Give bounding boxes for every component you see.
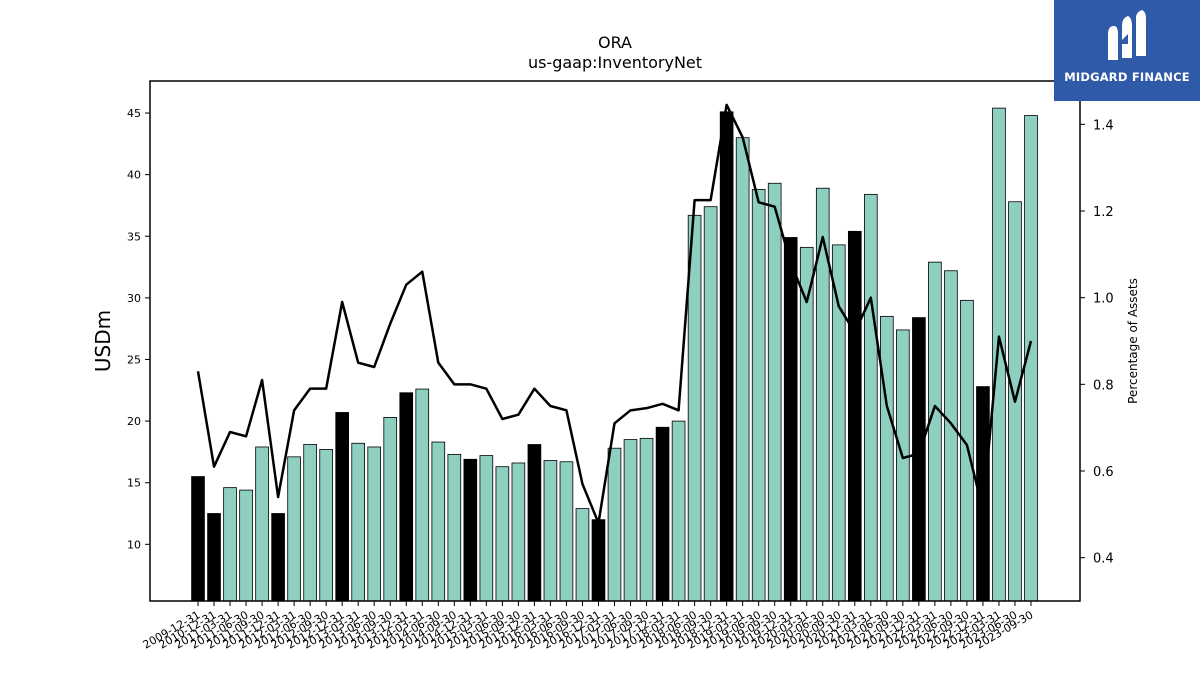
bar <box>351 442 365 602</box>
bar <box>367 446 382 602</box>
bar <box>479 455 494 602</box>
percentage-line <box>196 103 1033 525</box>
y2-tick-label: 1.0 <box>1093 292 1114 307</box>
bar <box>960 299 974 602</box>
bar <box>559 461 574 602</box>
bar <box>575 508 590 602</box>
bar <box>864 193 878 602</box>
bar <box>623 439 638 602</box>
logo-text: MIDGARD FINANCE <box>1064 70 1190 84</box>
logo-mark-icon <box>1108 10 1146 60</box>
bar <box>831 244 846 602</box>
y2-axis: 0.4 0.6 0.8 1.0 1.2 1.4 <box>1080 118 1114 567</box>
y-tick-label: 40 <box>127 169 141 182</box>
logo: MIDGARD FINANCE <box>1054 0 1200 101</box>
bar <box>671 420 686 602</box>
bar <box>847 230 862 602</box>
bar <box>655 426 670 602</box>
bar <box>399 392 414 602</box>
y2-tick-label: 0.8 <box>1093 378 1114 393</box>
bar <box>319 449 333 602</box>
bar <box>896 329 910 602</box>
bar-series <box>191 107 1038 602</box>
bar <box>239 489 253 602</box>
y-tick-label: 20 <box>127 415 141 428</box>
bar <box>207 513 221 602</box>
bar <box>431 441 446 602</box>
bar <box>639 437 654 602</box>
bar <box>287 456 301 602</box>
y2-tick-label: 1.2 <box>1093 205 1114 220</box>
bar <box>591 519 606 602</box>
line-series <box>196 103 1033 525</box>
chart-subtitle: us-gaap:InventoryNet <box>528 53 702 72</box>
bar <box>303 444 317 602</box>
bar <box>735 137 750 602</box>
bar <box>703 206 718 602</box>
bar <box>191 476 205 602</box>
bar <box>223 487 237 602</box>
y-tick-label: 30 <box>127 292 141 305</box>
bar <box>383 416 398 602</box>
x-axis: 2009-12-312010-12-312011-03-312011-06-30… <box>141 601 1036 652</box>
y-tick-label: 35 <box>127 230 141 243</box>
y2-tick-label: 1.4 <box>1093 118 1114 133</box>
bar <box>335 412 349 602</box>
y-tick-label: 10 <box>127 538 141 551</box>
bar <box>271 513 285 602</box>
bar <box>767 182 782 602</box>
bar <box>751 189 766 602</box>
bar <box>944 270 958 602</box>
bar <box>607 447 622 602</box>
bar <box>928 261 942 602</box>
bar <box>527 444 542 602</box>
bar <box>255 446 269 602</box>
bar <box>511 462 526 602</box>
y-axis: 10 15 20 25 30 35 40 45 <box>127 107 150 551</box>
y2-tick-label: 0.6 <box>1093 465 1114 480</box>
y-axis-label: USDm <box>91 310 115 372</box>
chart-title: ORA <box>598 33 632 52</box>
bar <box>543 460 558 602</box>
y-tick-label: 15 <box>127 477 141 490</box>
y-tick-label: 25 <box>127 353 141 366</box>
y2-tick-label: 0.4 <box>1093 552 1114 567</box>
bar <box>719 111 734 602</box>
y2-axis-label: Percentage of Assets <box>1126 278 1140 404</box>
bar <box>880 315 894 602</box>
bar <box>447 453 462 602</box>
bar <box>495 466 510 602</box>
y-tick-label: 45 <box>127 107 141 120</box>
bar <box>415 388 430 602</box>
bar <box>912 317 926 602</box>
bar <box>463 458 478 602</box>
bar <box>783 237 798 602</box>
